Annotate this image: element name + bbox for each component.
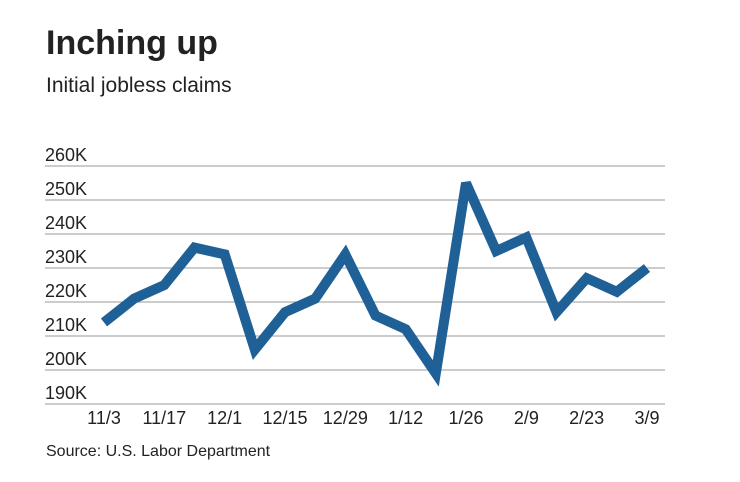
x-tick-label: 12/29: [323, 408, 368, 428]
x-tick-label: 2/23: [569, 408, 604, 428]
data-line: [100, 180, 651, 387]
y-tick-label: 200K: [45, 349, 87, 369]
y-tick-label: 240K: [45, 213, 87, 233]
x-tick-label: 12/1: [207, 408, 242, 428]
x-tick-label: 2/9: [514, 408, 539, 428]
x-tick-label: 11/3: [87, 408, 121, 428]
source: Source: U.S. Labor Department: [46, 443, 271, 460]
y-tick-label: 260K: [45, 145, 87, 165]
y-tick-label: 210K: [45, 315, 87, 335]
x-tick-label: 12/15: [262, 408, 307, 428]
y-tick-label: 230K: [45, 247, 87, 267]
x-tick-label: 1/26: [448, 408, 483, 428]
x-tick-label: 1/12: [388, 408, 423, 428]
y-tick-label: 190K: [45, 383, 87, 403]
x-tick-label: 11/17: [142, 408, 186, 428]
y-tick-label: 250K: [45, 179, 87, 199]
chart-title: Inching up: [46, 24, 218, 62]
y-tick-label: 220K: [45, 281, 87, 301]
x-tick-label: 3/9: [634, 408, 659, 428]
chart-subtitle: Initial jobless claims: [46, 74, 232, 97]
